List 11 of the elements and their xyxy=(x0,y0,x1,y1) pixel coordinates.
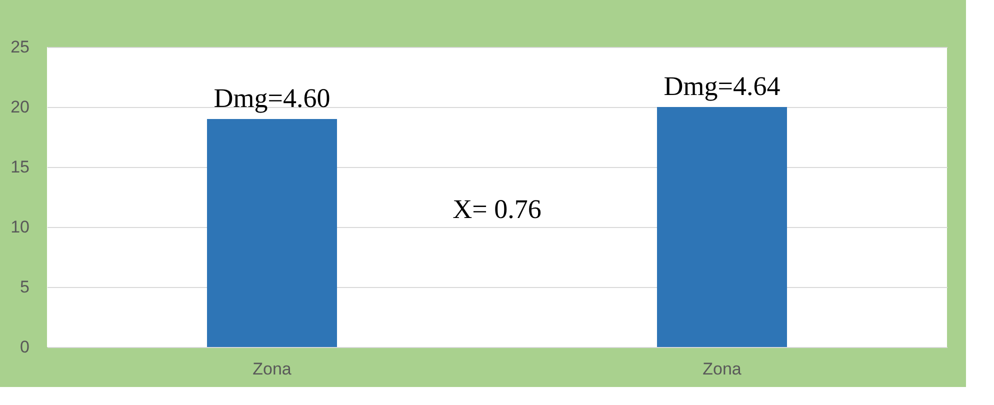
y-tick-label: 10 xyxy=(10,218,30,236)
y-tick-label: 20 xyxy=(10,98,30,116)
x-tick-label: Zona xyxy=(702,360,742,378)
annotation: X= 0.76 xyxy=(452,194,542,224)
annotation: Dmg=4.60 xyxy=(214,83,330,113)
y-tick-label: 0 xyxy=(20,338,30,356)
y-tick-label: 25 xyxy=(10,38,30,56)
y-tick-label: 5 xyxy=(20,278,30,296)
annotation: Dmg=4.64 xyxy=(664,71,781,101)
y-tick-label: 15 xyxy=(10,158,30,176)
x-tick-label: Zona xyxy=(252,360,292,378)
